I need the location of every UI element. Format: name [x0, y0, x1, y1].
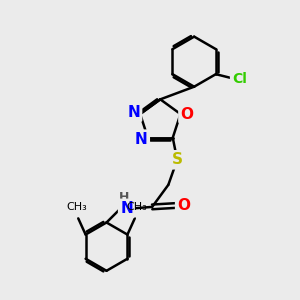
Text: CH₃: CH₃	[66, 202, 87, 212]
Text: CH₃: CH₃	[126, 202, 147, 212]
Text: O: O	[177, 198, 190, 213]
Text: O: O	[180, 106, 194, 122]
Text: Cl: Cl	[232, 72, 247, 86]
Text: H: H	[119, 191, 129, 204]
Text: S: S	[172, 152, 183, 167]
Text: N: N	[135, 132, 148, 147]
Text: N: N	[127, 105, 140, 120]
Text: N: N	[120, 201, 133, 216]
